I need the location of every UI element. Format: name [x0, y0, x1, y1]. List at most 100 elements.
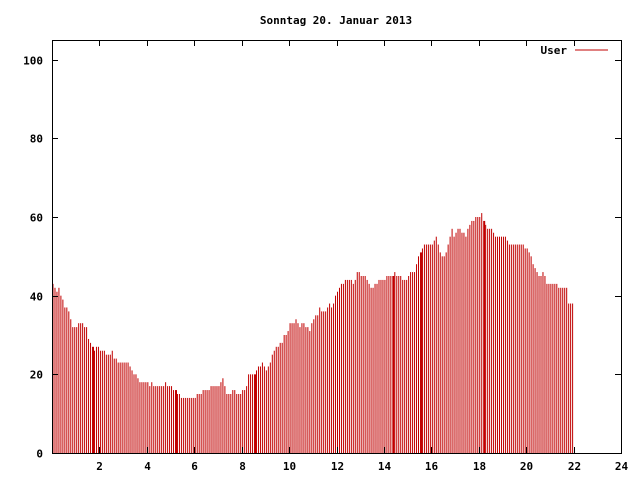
x-tick-label: 16	[425, 460, 439, 473]
bar	[554, 283, 556, 453]
bar	[449, 236, 451, 453]
bar	[323, 311, 325, 453]
bar	[313, 319, 315, 453]
bar	[88, 338, 90, 453]
y-tick-label: 0	[36, 448, 43, 461]
bar	[277, 346, 279, 453]
bar	[542, 272, 544, 453]
bar	[176, 394, 178, 453]
bar	[234, 390, 236, 453]
bar	[151, 382, 153, 453]
bar	[451, 228, 453, 453]
bar	[528, 252, 530, 453]
bar	[398, 276, 400, 453]
bar	[356, 272, 358, 453]
bar	[550, 283, 552, 453]
bar	[153, 386, 155, 453]
bar	[214, 386, 216, 453]
bar	[72, 327, 74, 453]
bar	[198, 394, 200, 453]
bar	[333, 303, 335, 453]
y-axis: 0 20 40 60 80 100	[23, 55, 621, 461]
bar	[352, 283, 354, 453]
bar	[340, 283, 342, 453]
bar	[252, 374, 254, 453]
bar	[60, 295, 62, 453]
bar	[212, 386, 214, 453]
bar	[562, 287, 564, 453]
bar	[173, 390, 175, 453]
bar	[301, 323, 303, 453]
bar	[256, 370, 257, 453]
bar	[54, 287, 56, 453]
bar	[386, 276, 388, 453]
bar	[92, 346, 95, 453]
bar	[418, 256, 419, 453]
bar	[133, 374, 135, 453]
bar	[414, 272, 416, 453]
bar	[406, 279, 408, 453]
bar	[348, 279, 350, 453]
bar	[182, 397, 184, 453]
bar	[163, 386, 165, 453]
x-tick-label: 2	[96, 460, 103, 473]
bar	[514, 244, 516, 453]
bar	[265, 370, 267, 453]
bar	[281, 342, 283, 453]
legend: User	[541, 44, 608, 57]
bar	[489, 228, 491, 453]
bar	[532, 264, 534, 453]
bar	[291, 323, 293, 453]
bar	[433, 240, 435, 453]
bar	[572, 303, 574, 453]
bar	[289, 323, 291, 453]
bar	[222, 378, 224, 453]
bar	[570, 303, 572, 453]
bar	[127, 362, 129, 453]
bar	[439, 252, 441, 453]
bar	[329, 303, 331, 453]
bar	[190, 397, 192, 453]
bar	[358, 272, 360, 453]
bar	[135, 374, 137, 453]
bar	[338, 287, 340, 453]
bar	[279, 342, 281, 453]
x-tick-label: 8	[239, 460, 246, 473]
bar	[275, 346, 277, 453]
bar	[82, 323, 84, 453]
bar	[56, 291, 58, 453]
bar	[117, 362, 119, 453]
bar	[544, 276, 546, 453]
bar	[431, 244, 433, 453]
bar	[228, 394, 230, 453]
bar	[167, 386, 169, 453]
bar	[429, 244, 431, 453]
bar	[508, 244, 510, 453]
bar	[491, 228, 493, 453]
bar	[536, 272, 538, 453]
bar	[141, 382, 143, 453]
bar	[384, 279, 386, 453]
bar	[364, 276, 366, 453]
bar	[342, 283, 344, 453]
bar	[382, 279, 384, 453]
bar	[421, 248, 423, 453]
bar	[68, 311, 70, 453]
bar	[97, 346, 99, 453]
bar	[216, 386, 218, 453]
bar	[455, 232, 457, 453]
bar	[404, 279, 406, 453]
bar	[139, 382, 141, 453]
bar	[568, 303, 570, 453]
bar	[86, 327, 88, 453]
bar	[180, 397, 182, 453]
bar	[344, 279, 346, 453]
bar	[408, 276, 410, 453]
bar	[331, 307, 333, 453]
bar	[435, 236, 437, 453]
bar	[552, 283, 554, 453]
bar	[309, 331, 311, 453]
bar	[99, 350, 101, 453]
bar	[427, 244, 429, 453]
